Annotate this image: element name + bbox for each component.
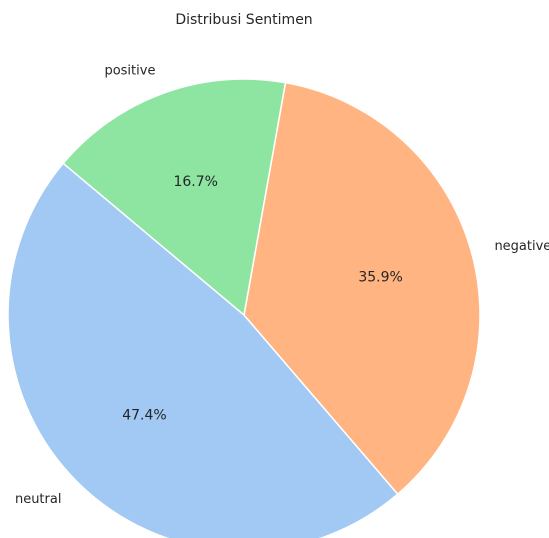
pie-slice-negative xyxy=(243,81,481,496)
slice-percent-negative: 35.9% xyxy=(358,270,402,286)
pie-labels: neutral 47.4% negative 35.9% positive 16.7% xyxy=(15,63,549,507)
pie-slices xyxy=(7,78,481,538)
slice-percent-neutral: 47.4% xyxy=(122,408,166,424)
chart-title: Distribusi Sentimen xyxy=(175,12,312,28)
slice-label-neutral: neutral xyxy=(15,492,62,507)
slice-label-positive: positive xyxy=(104,63,155,78)
pie-slice-positive xyxy=(62,78,287,317)
pie-slice-neutral xyxy=(7,162,399,538)
slice-percent-positive: 16.7% xyxy=(173,174,217,190)
slice-label-negative: negative xyxy=(494,239,549,254)
